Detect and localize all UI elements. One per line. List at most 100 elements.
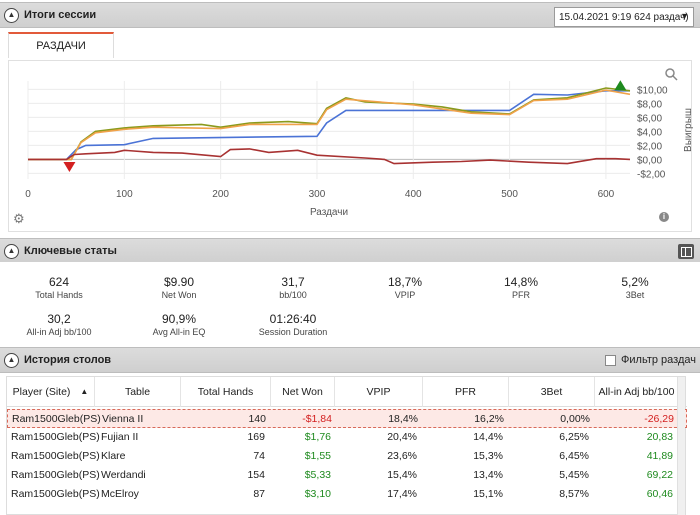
stat-label: VPIP	[394, 290, 416, 300]
stat-net-won: $9.90 Net Won	[124, 275, 234, 300]
cell-hands: 74	[253, 450, 265, 462]
collapse-session-icon[interactable]: ▲	[4, 7, 19, 23]
series-line	[28, 87, 631, 161]
cell-hands: 87	[253, 488, 265, 500]
cell-threebet: 8,57%	[559, 488, 589, 500]
stat-label: Avg All-in EQ	[152, 327, 206, 337]
hand-filter-label: Фильтр раздач	[621, 354, 696, 366]
col-pfr[interactable]: PFR	[423, 377, 509, 407]
cell-table: Werdandi	[101, 469, 146, 481]
collapse-stats-icon[interactable]: ▲	[4, 243, 19, 259]
cell-table: Klare	[101, 450, 126, 462]
chart-panel	[8, 60, 692, 232]
table-row[interactable]: Ram1500Gleb(PS) Werdandi 154 $5,33 15,4% 13,4…	[7, 466, 687, 485]
cell-vpip: 17,4%	[387, 488, 417, 500]
cell-table: Fujian II	[101, 431, 139, 443]
cell-hands: 140	[248, 413, 266, 425]
cell-net: $1,55	[304, 450, 331, 462]
stat-value: 01:26:40	[269, 312, 317, 326]
y-tick-label: $4,00	[637, 127, 662, 138]
cell-pfr: 16,2%	[474, 413, 504, 425]
stat-label: Total Hands	[35, 290, 83, 300]
stat-value: 624	[48, 275, 70, 289]
y-tick-label: -$2,00	[637, 169, 666, 180]
sort-asc-icon: ▲	[80, 387, 89, 396]
col-vpip[interactable]: VPIP	[335, 377, 423, 407]
stat-label: 3Bet	[625, 290, 645, 300]
cell-player: Ram1500Gleb(PS)	[11, 488, 100, 500]
stat-label: PFR	[512, 290, 530, 300]
tables-history-title: История столов	[24, 354, 112, 366]
x-tick-label: 100	[116, 189, 133, 200]
col-net-won[interactable]: Net Won	[271, 377, 335, 407]
col-table[interactable]: Table	[95, 377, 181, 407]
collapse-history-icon[interactable]: ▲	[4, 352, 19, 368]
stat-allin-adj: 30,2 All-in Adj bb/100	[4, 312, 114, 337]
stat-value: 5,2%	[621, 275, 649, 289]
gear-icon[interactable]: ⚙	[13, 211, 25, 226]
cell-pfr: 14,4%	[473, 431, 503, 443]
cell-threebet: 6,45%	[559, 450, 589, 462]
info-icon[interactable]: i	[659, 212, 669, 222]
cell-hands: 154	[247, 469, 265, 481]
table-scrollbar[interactable]	[677, 377, 685, 515]
x-tick-label: 500	[501, 189, 518, 200]
cell-allin: 69,22	[646, 469, 673, 481]
stat-session-duration: 01:26:40 Session Duration	[238, 312, 348, 337]
stat-vpip: 18,7% VPIP	[350, 275, 460, 300]
cell-table: Vienna II	[102, 413, 144, 425]
stat-3bet: 5,2% 3Bet	[580, 275, 690, 300]
stat-label: bb/100	[279, 290, 307, 300]
stat-pfr: 14,8% PFR	[466, 275, 576, 300]
table-row[interactable]: Ram1500Gleb(PS) Fujian II 169 $1,76 20,4% 14,…	[7, 428, 687, 447]
y-axis-label: Выигрыш	[683, 108, 694, 152]
cell-vpip: 18,4%	[388, 413, 418, 425]
cell-player: Ram1500Gleb(PS)	[12, 413, 101, 425]
cell-threebet: 5,45%	[559, 469, 589, 481]
key-stats-title: Ключевые статы	[24, 245, 117, 257]
cell-vpip: 15,4%	[387, 469, 417, 481]
zoom-icon[interactable]	[664, 67, 678, 81]
stat-value: 30,2	[47, 312, 71, 326]
x-tick-label: 200	[212, 189, 229, 200]
y-tick-label: $2,00	[637, 141, 662, 152]
popout-window-icon[interactable]	[678, 244, 694, 259]
y-tick-label: $6,00	[637, 113, 662, 124]
session-summary-title: Итоги сессии	[24, 9, 97, 21]
tab-hands[interactable]: РАЗДАЧИ	[8, 32, 114, 58]
table-row[interactable]: Ram1500Gleb(PS) Vienna II 140 -$1,84 18,4% 16…	[7, 409, 687, 428]
col-total-hands[interactable]: Total Hands	[181, 377, 271, 407]
stat-total-hands: 624 Total Hands	[4, 275, 114, 300]
stat-label: All-in Adj bb/100	[26, 327, 92, 337]
tables-history-header: ▲ История столов Фильтр раздач	[0, 347, 700, 373]
stat-value: 14,8%	[503, 275, 539, 289]
session-select[interactable]: 15.04.2021 9:19 624 раздач) ▼	[554, 7, 694, 27]
cell-vpip: 23,6%	[387, 450, 417, 462]
hand-filter-checkbox[interactable]	[605, 354, 617, 366]
col-3bet[interactable]: 3Bet	[509, 377, 595, 407]
y-tick-label: $10,00	[637, 85, 668, 96]
table-row[interactable]: Ram1500Gleb(PS) McElroy 87 $3,10 17,4% 15,1% 8…	[7, 485, 687, 504]
cell-allin: 20,83	[646, 431, 673, 443]
tables-history-table: Player (Site) ▲ Table Total Hands Net Wo…	[6, 376, 687, 515]
max-marker	[614, 80, 627, 91]
y-tick-label: $8,00	[637, 99, 662, 110]
cell-table: McElroy	[101, 488, 139, 500]
cell-hands: 169	[247, 431, 265, 443]
session-summary-header: ▲ Итоги сессии 15.04.2021 9:19 624 разда…	[0, 2, 700, 28]
col-player[interactable]: Player (Site) ▲	[7, 377, 95, 407]
session-select-value: 15.04.2021 9:19 624 раздач)	[559, 11, 689, 23]
hand-filter[interactable]: Фильтр раздач	[605, 354, 696, 366]
key-stats-header: ▲ Ключевые статы	[0, 238, 700, 264]
cell-player: Ram1500Gleb(PS)	[11, 450, 100, 462]
col-allin-adj[interactable]: All-in Adj bb/100	[595, 377, 679, 407]
cell-pfr: 13,4%	[473, 469, 503, 481]
table-row[interactable]: Ram1500Gleb(PS) Klare 74 $1,55 23,6% 15,3% 6,4…	[7, 447, 687, 466]
stat-label: Net Won	[161, 290, 197, 300]
cell-player: Ram1500Gleb(PS)	[11, 469, 100, 481]
cell-threebet: 0,00%	[560, 413, 590, 425]
y-tick-label: $0,00	[637, 155, 662, 166]
series-line	[28, 89, 631, 161]
stat-bb100: 31,7 bb/100	[238, 275, 348, 300]
cell-pfr: 15,1%	[473, 488, 503, 500]
